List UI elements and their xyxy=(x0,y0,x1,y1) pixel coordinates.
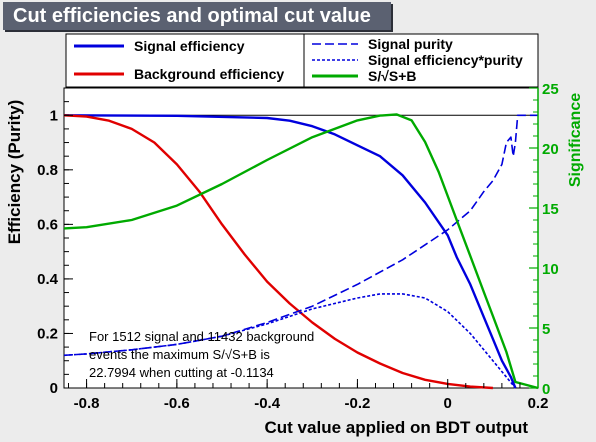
annotation-line: events the maximum S/√S+B is xyxy=(89,347,270,362)
y-axis-right: 0 5 10 15 20 25 xyxy=(529,81,559,398)
series-s-s-b-line xyxy=(63,113,539,390)
y2-tick-label: 20 xyxy=(542,141,559,158)
series-background-efficiency-line xyxy=(63,114,493,390)
x-tick-label: -0.8 xyxy=(74,395,100,412)
legend-left: Signal efficiency Background efficiency xyxy=(74,38,284,82)
x-axis-label: Cut value applied on BDT output xyxy=(265,418,529,437)
y2-axis-label: Significance xyxy=(567,93,584,187)
legend-label: Signal efficiency xyxy=(134,38,245,54)
series-layer xyxy=(63,113,539,390)
x-axis: -0.8 -0.6 -0.4 -0.2 0 0.2 xyxy=(68,379,549,412)
y2-tick-label: 25 xyxy=(542,81,559,98)
y2-tick-label: 15 xyxy=(542,201,559,218)
legend-label: Signal efficiency*purity xyxy=(368,52,523,68)
annotation-line: For 1512 signal and 11432 background xyxy=(89,329,314,344)
y-tick-label: 1 xyxy=(50,107,58,124)
y-tick-label: 0.4 xyxy=(37,271,59,288)
y-tick-label: 0.8 xyxy=(37,162,58,179)
legend-label: Signal purity xyxy=(368,36,453,52)
y-tick-label: 0.2 xyxy=(37,325,58,342)
legend-label: Background efficiency xyxy=(134,66,284,82)
y-axis-left: 0 0.2 0.4 0.6 0.8 1 xyxy=(37,101,73,397)
y-axis-label: Efficiency (Purity) xyxy=(5,100,24,245)
y2-tick-label: 0 xyxy=(542,381,550,398)
series-signal-efficiency-line xyxy=(63,114,517,389)
y2-tick-label: 5 xyxy=(542,321,550,338)
annotation: For 1512 signal and 11432 background even… xyxy=(89,329,314,380)
legend-label: S/√S+B xyxy=(368,68,417,84)
series-signal-efficiency-purity-line xyxy=(63,293,517,389)
y-tick-label: 0.6 xyxy=(37,216,58,233)
x-tick-label: 0 xyxy=(444,395,452,412)
x-tick-label: -0.2 xyxy=(344,395,370,412)
chart-title: Cut efficiencies and optimal cut value xyxy=(3,2,391,30)
plot-frame xyxy=(63,87,539,389)
y-tick-label: 0 xyxy=(50,380,58,397)
annotation-line: 22.7994 when cutting at -0.1134 xyxy=(89,365,274,380)
x-tick-label: -0.4 xyxy=(254,395,281,412)
x-tick-label: -0.6 xyxy=(164,395,190,412)
y2-tick-label: 10 xyxy=(542,261,559,278)
x-tick-label: 0.2 xyxy=(528,395,549,412)
